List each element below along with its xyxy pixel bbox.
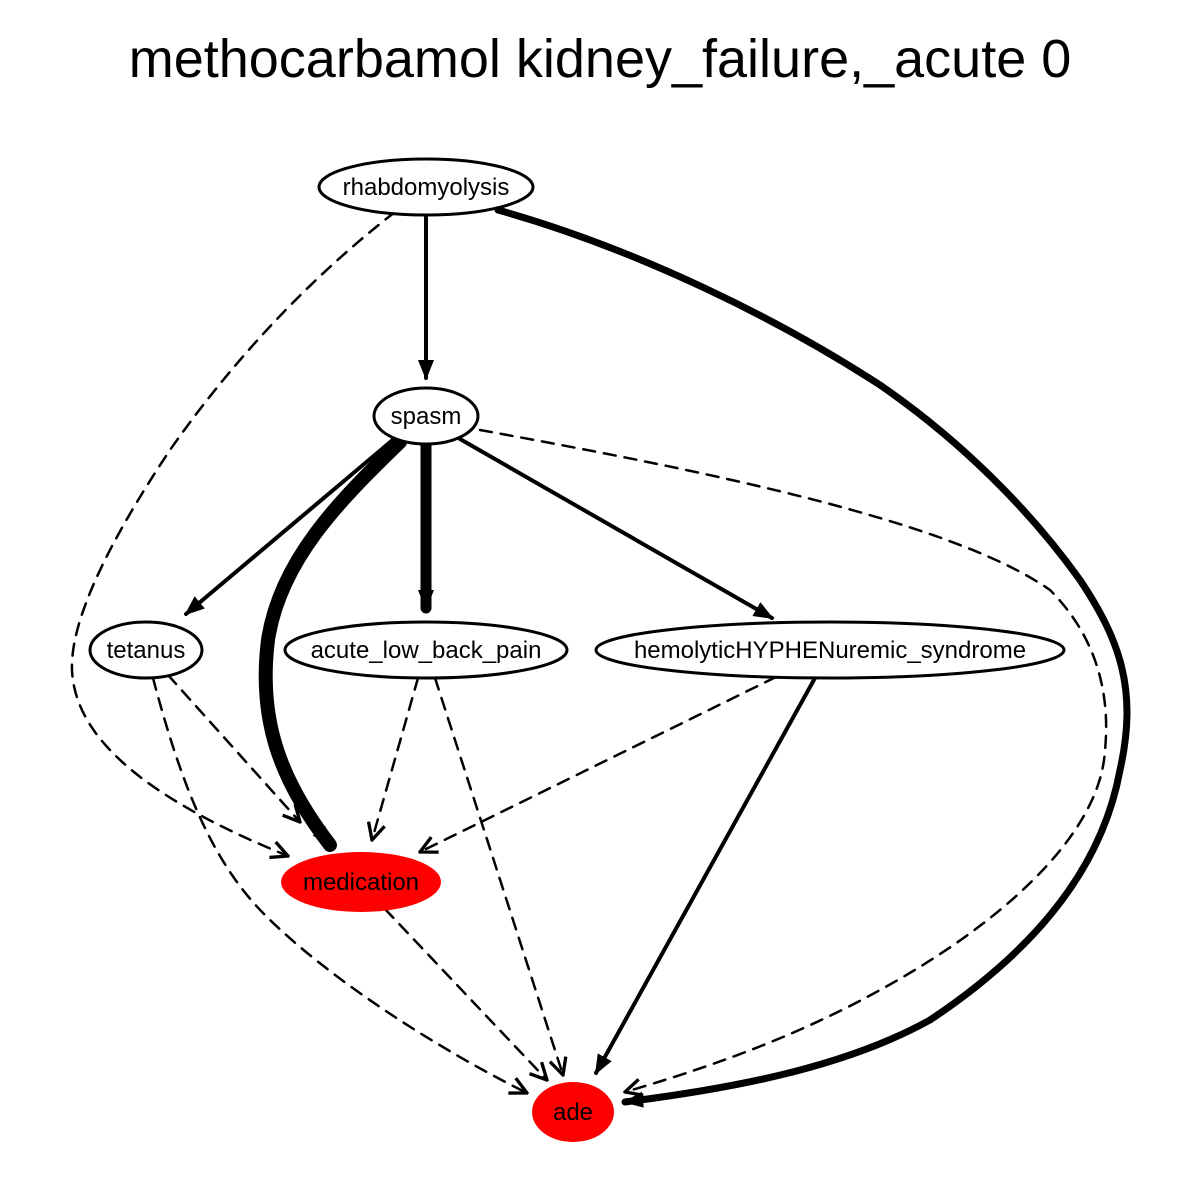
edge-rhabdomyolysis-to-medication bbox=[70, 210, 397, 856]
node-rhabdomyolysis: rhabdomyolysis bbox=[317, 157, 535, 217]
node-label-ade: ade bbox=[553, 1099, 593, 1126]
edge-acute_low_back_pain-to-ade bbox=[433, 676, 563, 1075]
node-label-hemolytic: hemolyticHYPHENuremic_syndrome bbox=[634, 637, 1026, 664]
edge-medication-to-ade bbox=[383, 907, 547, 1080]
node-shape-hemolytic bbox=[594, 620, 1066, 680]
node-label-spasm: spasm bbox=[391, 403, 462, 430]
node-label-rhabdomyolysis: rhabdomyolysis bbox=[343, 174, 510, 201]
node-spasm: spasm bbox=[372, 386, 480, 446]
node-ade: ade bbox=[532, 1082, 614, 1142]
edge-hemolytic-to-ade bbox=[594, 676, 817, 1075]
node-acute_low_back_pain: acute_low_back_pain bbox=[283, 620, 569, 680]
node-shape-medication bbox=[281, 852, 441, 912]
edge-acute_low_back_pain-to-medication bbox=[372, 676, 420, 840]
edge-spasm-to-ade bbox=[478, 428, 1108, 1092]
edge-hemolytic-to-medication bbox=[420, 675, 778, 852]
node-shape-tetanus bbox=[88, 620, 204, 680]
edge-spasm-to-hemolytic bbox=[458, 437, 774, 620]
node-shape-rhabdomyolysis bbox=[317, 157, 535, 217]
edge-rhabdomyolysis-to-ade bbox=[494, 206, 1131, 1108]
node-medication: medication bbox=[281, 852, 441, 912]
edge-tetanus-to-ade bbox=[151, 676, 527, 1093]
node-shape-spasm bbox=[372, 386, 480, 446]
edge-spasm-to-tetanus bbox=[184, 436, 397, 616]
edge-spasm-to-medication bbox=[258, 435, 407, 852]
node-shape-acute_low_back_pain bbox=[283, 620, 569, 680]
node-hemolytic: hemolyticHYPHENuremic_syndrome bbox=[594, 620, 1066, 680]
node-label-medication: medication bbox=[303, 869, 419, 896]
node-shape-ade bbox=[532, 1082, 614, 1142]
node-tetanus: tetanus bbox=[88, 620, 204, 680]
edge-tetanus-to-medication bbox=[166, 673, 300, 822]
node-label-acute_low_back_pain: acute_low_back_pain bbox=[311, 637, 542, 664]
node-label-tetanus: tetanus bbox=[107, 637, 186, 664]
diagram-title: methocarbamol kidney_failure,_acute 0 bbox=[128, 29, 1072, 89]
